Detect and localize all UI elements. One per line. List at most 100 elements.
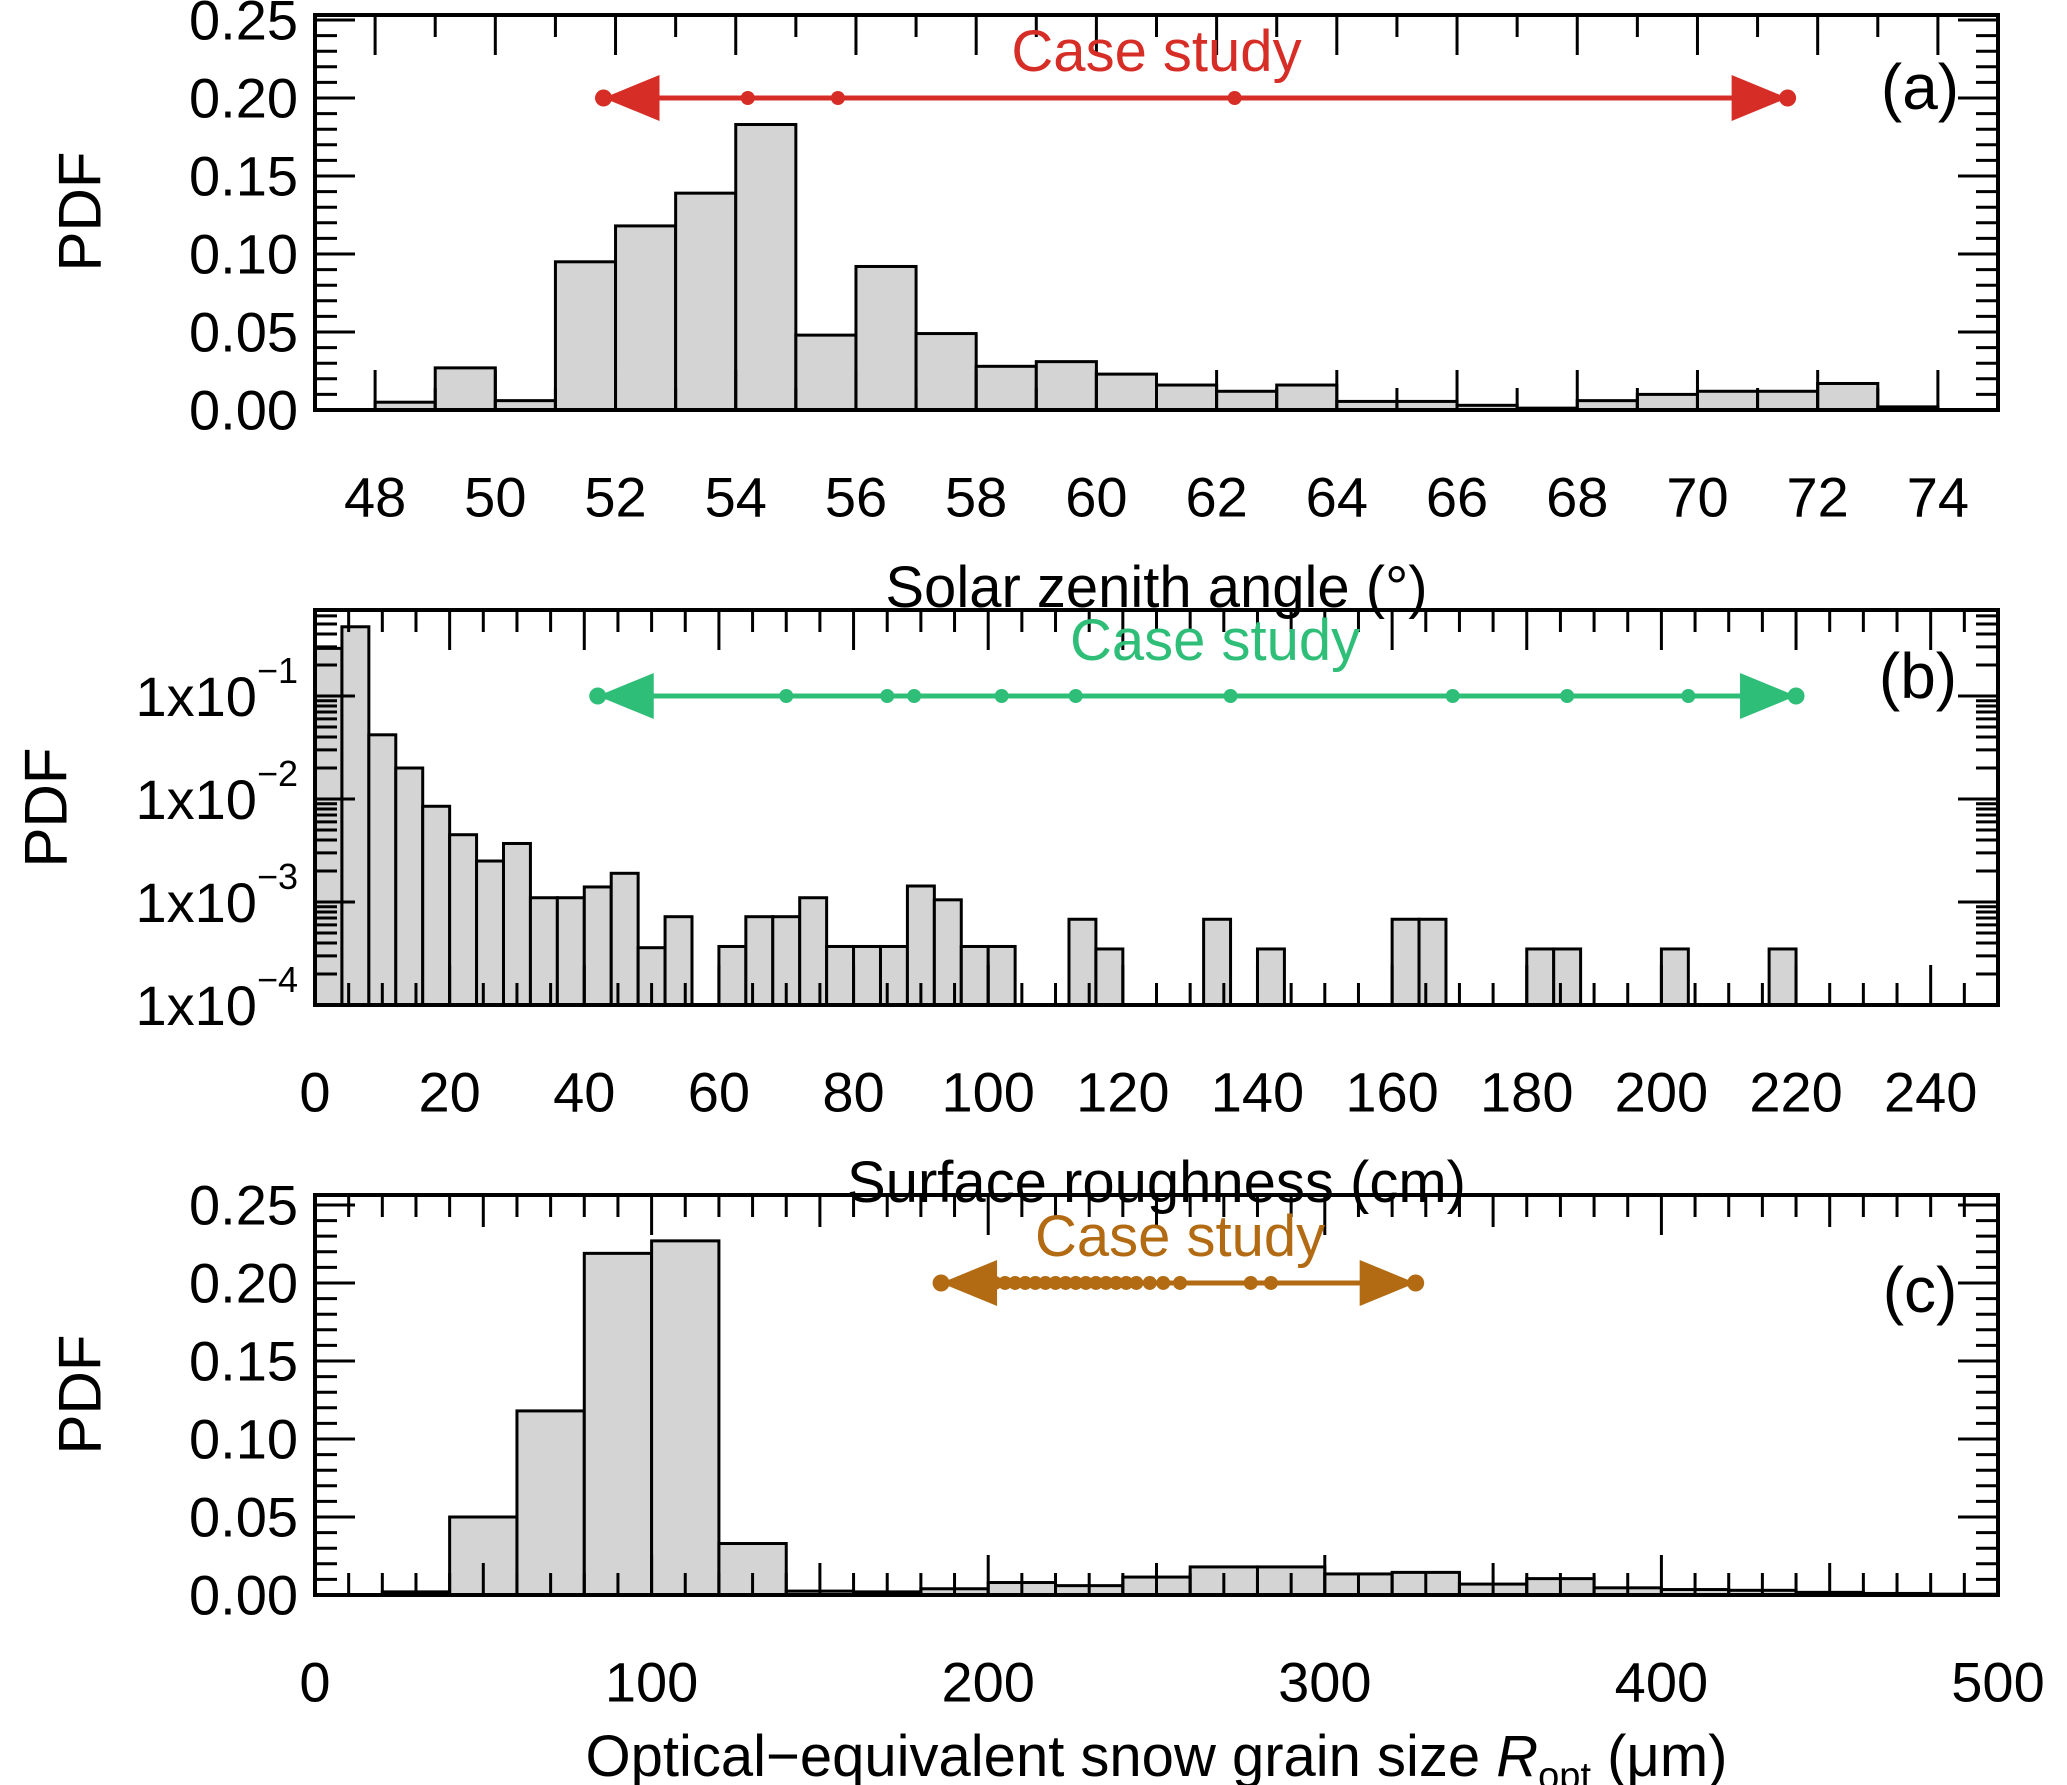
x-tick-label: 54 — [705, 466, 767, 529]
case-study-point — [779, 689, 794, 704]
case-study-point — [1068, 689, 1083, 704]
y-tick-label: 0.20 — [189, 66, 298, 129]
histogram-bar — [394, 766, 425, 1007]
histogram-bar — [528, 896, 559, 1007]
panel-c-y-tick-labels: 0.00 0.05 0.10 0.15 0.20 0.25 — [189, 1173, 298, 1626]
x-tick-label: 74 — [1907, 466, 1969, 529]
histogram-bar — [1255, 947, 1286, 1007]
histogram-bar — [1034, 360, 1098, 412]
histogram-bar — [986, 944, 1017, 1007]
case-study-point — [1008, 1275, 1023, 1290]
case-study-point — [740, 90, 755, 105]
histogram-bar — [1417, 917, 1448, 1007]
histogram-bar — [825, 944, 856, 1007]
y-tick-label: 0.25 — [189, 1173, 298, 1236]
histogram-bar — [1275, 383, 1339, 412]
histogram-bar — [636, 946, 667, 1007]
arrowhead-left-icon — [941, 1259, 998, 1306]
histogram-bar — [852, 944, 882, 1007]
panel-a: 48 50 52 54 56 58 60 62 64 66 68 70 72 74 0.00 0.05 0.10… — [189, 0, 2000, 529]
histogram-bar — [974, 364, 1038, 412]
histogram-bar — [878, 944, 909, 1007]
panel-b-x-tick-labels: 0 20 40 60 80 100 120 140 160 180 200 220 240 — [299, 1061, 1977, 1124]
x-tick-label: 160 — [1345, 1061, 1438, 1124]
case-study-point — [907, 689, 922, 704]
histogram-bar — [663, 915, 694, 1007]
panel-letter-a: (a) — [1880, 51, 1960, 123]
case-study-point — [977, 1275, 992, 1290]
arrowhead-left-icon — [597, 673, 654, 720]
case-study-point — [1068, 1275, 1083, 1290]
case-study-point — [1018, 1275, 1033, 1290]
x-tick-label: 200 — [941, 1651, 1034, 1714]
histogram-bar — [744, 915, 775, 1007]
case-study-point — [595, 89, 613, 107]
case-study-point — [589, 687, 607, 705]
case-study-label-b: Case study — [1069, 608, 1361, 673]
histogram-bar — [1155, 383, 1219, 412]
histogram-bar — [650, 1239, 721, 1597]
histogram-bar — [1525, 947, 1556, 1007]
histogram-bar — [553, 260, 618, 412]
case-study-point — [1407, 1274, 1425, 1292]
y-tick-label: 0.00 — [189, 379, 298, 442]
case-study-point — [987, 1275, 1002, 1290]
histogram-bar — [1695, 389, 1760, 412]
x-tick-label: 500 — [1951, 1651, 2044, 1714]
case-study-point — [1028, 1275, 1043, 1290]
case-study-point — [1058, 1275, 1073, 1290]
x-tick-label: 66 — [1426, 466, 1488, 529]
case-study-point — [1078, 1275, 1093, 1290]
histogram-bar — [674, 191, 738, 412]
histogram-bar — [717, 944, 748, 1007]
histogram-bar — [1390, 917, 1421, 1007]
arrowhead-right-icon — [1359, 1259, 1416, 1306]
case-study-point — [1173, 1275, 1188, 1290]
y-tick-label: 0.10 — [189, 222, 298, 285]
histogram-bar — [614, 224, 678, 412]
histogram-bar — [914, 332, 978, 412]
histogram-bar — [1067, 917, 1098, 1007]
x-tick-label: 120 — [1076, 1061, 1169, 1124]
histogram-bar — [1094, 372, 1158, 412]
histogram-bar — [854, 264, 918, 412]
case-study-point — [998, 1275, 1013, 1290]
histogram-bar — [448, 833, 479, 1007]
x-tick-label: 0 — [299, 1061, 330, 1124]
histogram-bar — [515, 1409, 586, 1597]
panel-a-y-tick-labels: 0.00 0.05 0.10 0.15 0.20 0.25 — [189, 0, 298, 442]
histogram-bar — [959, 944, 990, 1007]
panel-a-bars — [373, 123, 1940, 412]
case-study-point — [1038, 1275, 1053, 1290]
case-study-point — [1681, 689, 1696, 704]
case-study-point — [1223, 689, 1238, 704]
histogram-bar — [609, 871, 640, 1007]
histogram-bar — [1756, 389, 1820, 412]
panel-b-bars — [313, 625, 1798, 1007]
x-tick-label: 80 — [822, 1061, 884, 1124]
histogram-bar — [367, 733, 398, 1007]
case-study-point — [1099, 1275, 1114, 1290]
histogram-bar — [1202, 917, 1233, 1007]
x-tick-label: 56 — [825, 466, 887, 529]
histogram-bar — [1816, 381, 1880, 412]
x-tick-label: 100 — [941, 1061, 1034, 1124]
histogram-bar — [433, 366, 497, 412]
case-study-point — [1787, 687, 1805, 705]
y-tick-label: 1x10−2 — [136, 753, 298, 831]
y-tick-label: 0.25 — [189, 0, 298, 51]
case-study-point — [1156, 1275, 1171, 1290]
histogram-bar — [1552, 947, 1583, 1007]
histogram-bar — [555, 896, 586, 1007]
x-tick-label: 100 — [605, 1651, 698, 1714]
case-study-point — [1088, 1275, 1103, 1290]
y-tick-label: 0.00 — [189, 1564, 298, 1627]
x-tick-label: 300 — [1278, 1651, 1371, 1714]
y-tick-label: 1x10−3 — [136, 856, 298, 934]
histogram-bar — [475, 859, 505, 1007]
panel-b: 0 20 40 60 80 100 120 140 160 180 200 220 2401x10−11… — [136, 608, 2000, 1124]
y-axis-title-a: PDF — [46, 151, 114, 272]
y-tick-label: 0.05 — [189, 1485, 298, 1548]
